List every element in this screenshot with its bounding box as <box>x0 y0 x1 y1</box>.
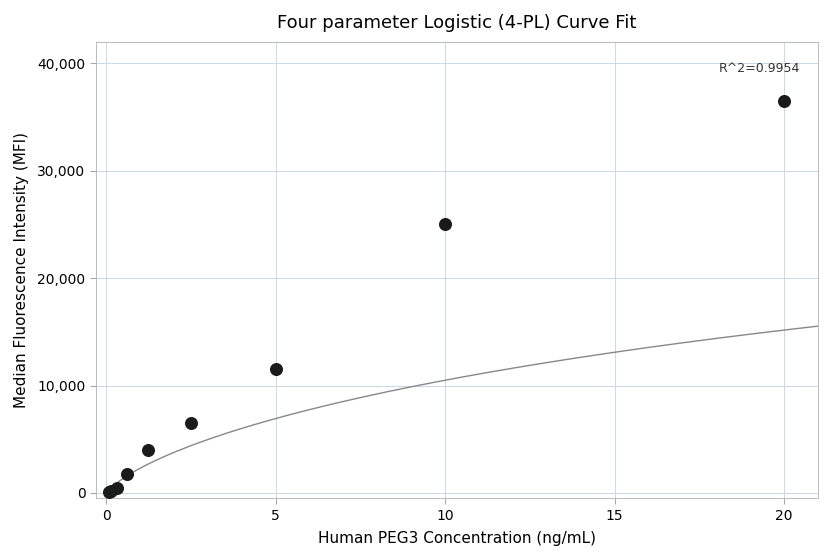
Point <box>110 483 123 492</box>
Title: Four parameter Logistic (4-PL) Curve Fit: Four parameter Logistic (4-PL) Curve Fit <box>277 14 636 32</box>
Point <box>269 365 282 374</box>
Point <box>438 220 452 229</box>
Point <box>105 487 118 496</box>
Point <box>102 487 116 496</box>
Point <box>141 446 155 455</box>
Point <box>184 419 197 428</box>
X-axis label: Human PEG3 Concentration (ng/mL): Human PEG3 Concentration (ng/mL) <box>318 531 596 546</box>
Point <box>778 96 791 105</box>
Text: R^2=0.9954: R^2=0.9954 <box>719 62 800 76</box>
Point <box>121 469 134 478</box>
Y-axis label: Median Fluorescence Intensity (MFI): Median Fluorescence Intensity (MFI) <box>14 132 29 408</box>
